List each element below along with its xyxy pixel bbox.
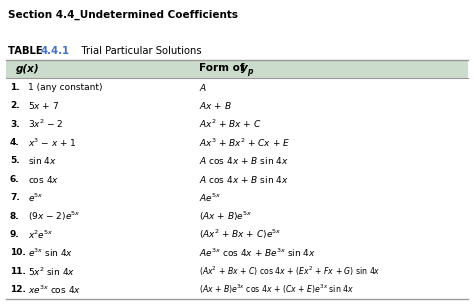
Text: 1.: 1. — [10, 83, 19, 92]
Text: $Ae$$^{3x}$ cos 4$x$ + $Be$$^{3x}$ sin 4$x$: $Ae$$^{3x}$ cos 4$x$ + $Be$$^{3x}$ sin 4… — [199, 247, 316, 259]
Text: Section 4.4_Undetermined Coefficients: Section 4.4_Undetermined Coefficients — [8, 10, 238, 20]
Text: $A$: $A$ — [199, 82, 207, 93]
Bar — [6, 60, 468, 78]
Text: $e$$^{3x}$ sin 4$x$: $e$$^{3x}$ sin 4$x$ — [28, 247, 73, 259]
Text: TABLE: TABLE — [8, 46, 46, 56]
Text: 5$x$$^{2}$ sin 4$x$: 5$x$$^{2}$ sin 4$x$ — [28, 265, 75, 278]
Text: y: y — [241, 63, 247, 73]
Text: 9.: 9. — [10, 230, 20, 239]
Text: g(x): g(x) — [16, 64, 40, 74]
Text: ($Ax$$^{2}$ + $Bx$ + $C$) cos 4$x$ + ($Ex$$^{2}$ + $Fx$ + $G$) sin 4$x$: ($Ax$$^{2}$ + $Bx$ + $C$) cos 4$x$ + ($E… — [199, 265, 381, 278]
Text: 4.: 4. — [10, 138, 20, 147]
Text: 4.4.1: 4.4.1 — [41, 46, 70, 56]
Text: ($Ax$ + $B$)$e$$^{3x}$ cos 4$x$ + ($Cx$ + $E$)$e$$^{3x}$ sin 4$x$: ($Ax$ + $B$)$e$$^{3x}$ cos 4$x$ + ($Cx$ … — [199, 283, 354, 296]
Text: 11.: 11. — [10, 267, 26, 276]
Text: sin 4$x$: sin 4$x$ — [28, 155, 57, 166]
Text: ($Ax$ + $B$)$e$$^{5x}$: ($Ax$ + $B$)$e$$^{5x}$ — [199, 210, 252, 223]
Text: (9$x$ − 2)$e$$^{5x}$: (9$x$ − 2)$e$$^{5x}$ — [28, 210, 81, 223]
Text: $Ax$$^{3}$ + $Bx$$^{2}$ + $Cx$ + $E$: $Ax$$^{3}$ + $Bx$$^{2}$ + $Cx$ + $E$ — [199, 136, 290, 149]
Text: 5$x$ + 7: 5$x$ + 7 — [28, 100, 59, 111]
Text: $e$$^{5x}$: $e$$^{5x}$ — [28, 192, 44, 204]
Text: 2.: 2. — [10, 101, 19, 110]
Text: 5.: 5. — [10, 156, 19, 165]
Text: 6.: 6. — [10, 175, 19, 184]
Text: cos 4$x$: cos 4$x$ — [28, 174, 59, 185]
Text: ($Ax$$^{2}$ + $Bx$ + $C$)$e$$^{5x}$: ($Ax$$^{2}$ + $Bx$ + $C$)$e$$^{5x}$ — [199, 228, 282, 241]
Text: 7.: 7. — [10, 193, 20, 202]
Text: Form of: Form of — [199, 63, 248, 73]
Text: 8.: 8. — [10, 212, 19, 221]
Text: 3.: 3. — [10, 120, 19, 128]
Text: $x$$^{2}$$e$$^{5x}$: $x$$^{2}$$e$$^{5x}$ — [28, 228, 54, 241]
Text: $x$$e$$^{3x}$ cos 4$x$: $x$$e$$^{3x}$ cos 4$x$ — [28, 284, 81, 296]
Text: $Ae$$^{5x}$: $Ae$$^{5x}$ — [199, 192, 221, 204]
Text: $Ax$$^{2}$ + $Bx$ + $C$: $Ax$$^{2}$ + $Bx$ + $C$ — [199, 118, 261, 130]
Text: Trial Particular Solutions: Trial Particular Solutions — [69, 46, 201, 56]
Text: p: p — [247, 67, 252, 76]
Text: 10.: 10. — [10, 249, 26, 257]
Text: $A$ cos 4$x$ + $B$ sin 4$x$: $A$ cos 4$x$ + $B$ sin 4$x$ — [199, 155, 289, 166]
Text: $Ax$ + $B$: $Ax$ + $B$ — [199, 100, 232, 111]
Text: 1 (any constant): 1 (any constant) — [28, 83, 102, 92]
Text: $A$ cos 4$x$ + $B$ sin 4$x$: $A$ cos 4$x$ + $B$ sin 4$x$ — [199, 174, 289, 185]
Text: 3$x$$^{2}$ − 2: 3$x$$^{2}$ − 2 — [28, 118, 64, 130]
Text: 12.: 12. — [10, 285, 26, 294]
Text: $x$$^{3}$ − $x$ + 1: $x$$^{3}$ − $x$ + 1 — [28, 136, 77, 149]
